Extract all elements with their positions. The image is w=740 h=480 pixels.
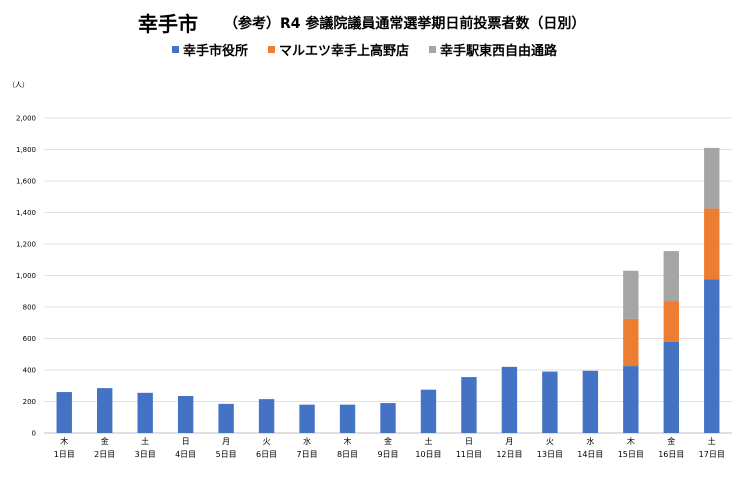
bar-segment-series1 (299, 404, 315, 433)
x-tick-label-day: 16日目 (658, 450, 684, 459)
y-tick-label: 200 (23, 398, 36, 406)
legend-swatch-series1 (172, 45, 179, 53)
bar-segment-series1 (56, 392, 72, 433)
x-tick-label-weekday: 木 (627, 436, 635, 446)
bar-segment-series3 (623, 270, 639, 319)
bar-segment-series1 (582, 370, 599, 433)
x-tick-label-day: 2日目 (94, 450, 115, 459)
bar-segment-series2 (704, 208, 720, 280)
y-axis-unit-label: （人） (8, 81, 29, 89)
legend-label-series1: 幸手市役所 (183, 43, 249, 59)
x-tick-label-day: 14日目 (577, 450, 603, 459)
chart-title: （参考）R4 参議院議員通常選挙期日前投票者数（日別） (224, 16, 586, 32)
x-tick-label-day: 11日目 (456, 450, 482, 459)
x-tick-label-day: 12日目 (496, 450, 522, 459)
x-tick-label-weekday: 日 (465, 437, 473, 446)
bar-segment-series2 (663, 301, 679, 342)
x-tick-label-day: 8日目 (337, 450, 358, 459)
bar-segment-series1 (420, 389, 437, 433)
x-tick-label-day: 10日目 (415, 450, 441, 459)
bar-segment-series1 (623, 366, 639, 433)
x-tick-label-weekday: 金 (101, 436, 109, 446)
bar-segment-series1 (258, 399, 275, 433)
y-tick-label: 1,000 (16, 272, 36, 280)
x-tick-label-day: 1日目 (54, 450, 75, 459)
x-tick-label-day: 3日目 (135, 450, 156, 459)
y-tick-label: 0 (32, 430, 36, 438)
bar-segment-series1 (177, 395, 194, 433)
y-tick-label: 1,200 (16, 241, 36, 249)
x-tick-label-day: 7日目 (297, 450, 318, 459)
chart-legend: 幸手市役所 マルエツ幸手上高野店 幸手駅東西自由通路 (172, 40, 577, 59)
bar-segment-series1 (339, 404, 356, 433)
x-tick-label-day: 4日目 (175, 450, 196, 459)
bar-segment-series1 (97, 388, 113, 433)
y-tick-label: 1,400 (16, 209, 36, 217)
bar-segment-series3 (663, 251, 679, 302)
x-tick-label-weekday: 日 (182, 437, 190, 446)
x-tick-label-weekday: 木 (344, 436, 352, 446)
x-tick-label-weekday: 火 (263, 437, 271, 446)
x-tick-label-day: 15日目 (618, 450, 644, 459)
chart-title-city: 幸手市 (138, 12, 198, 36)
legend-label-series3: 幸手駅東西自由通路 (440, 43, 558, 59)
x-tick-label-day: 5日目 (216, 450, 237, 459)
legend-item-series3: 幸手駅東西自由通路 (429, 40, 557, 59)
y-tick-label: 600 (23, 335, 36, 343)
bar-segment-series2 (623, 318, 639, 367)
x-tick-label-weekday: 火 (546, 437, 554, 446)
legend-item-series1: 幸手市役所 (172, 40, 248, 59)
x-tick-label-weekday: 水 (303, 436, 311, 446)
bar-segment-series1 (137, 392, 153, 433)
bar-segment-series1 (461, 377, 477, 433)
y-tick-label: 400 (23, 367, 36, 375)
x-tick-label-weekday: 金 (384, 436, 392, 446)
bar-segment-series1 (704, 279, 720, 433)
bar-segment-series3 (704, 147, 720, 209)
legend-item-series2: マルエツ幸手上高野店 (268, 40, 409, 59)
bar-segment-series1 (663, 341, 679, 433)
x-tick-label-weekday: 土 (424, 436, 432, 446)
legend-swatch-series3 (429, 45, 437, 53)
x-tick-label-weekday: 木 (60, 436, 68, 446)
bar-segment-series1 (501, 366, 518, 433)
legend-swatch-series2 (268, 45, 276, 53)
x-tick-label-day: 13日目 (537, 450, 563, 459)
bar-segment-series1 (218, 403, 234, 433)
chart-title-row: 幸手市 （参考）R4 参議院議員通常選挙期日前投票者数（日別） (0, 8, 740, 36)
x-tick-label-day: 17日目 (699, 450, 725, 459)
x-tick-label-weekday: 水 (586, 436, 594, 446)
x-tick-label-weekday: 月 (505, 437, 513, 446)
x-tick-label-day: 9日目 (377, 450, 398, 459)
bar-segment-series1 (542, 371, 558, 433)
x-tick-label-weekday: 土 (141, 436, 149, 446)
x-tick-label-weekday: 土 (708, 436, 716, 446)
bar-segment-series1 (380, 403, 396, 433)
x-tick-label-weekday: 金 (667, 436, 675, 446)
x-tick-label-day: 6日目 (256, 450, 277, 459)
y-tick-label: 1,600 (16, 178, 36, 186)
y-tick-label: 1,800 (16, 146, 36, 154)
legend-label-series2: マルエツ幸手上高野店 (279, 43, 410, 59)
y-tick-label: 2,000 (16, 115, 36, 123)
y-tick-label: 800 (23, 304, 36, 312)
x-tick-label-weekday: 月 (222, 437, 230, 446)
